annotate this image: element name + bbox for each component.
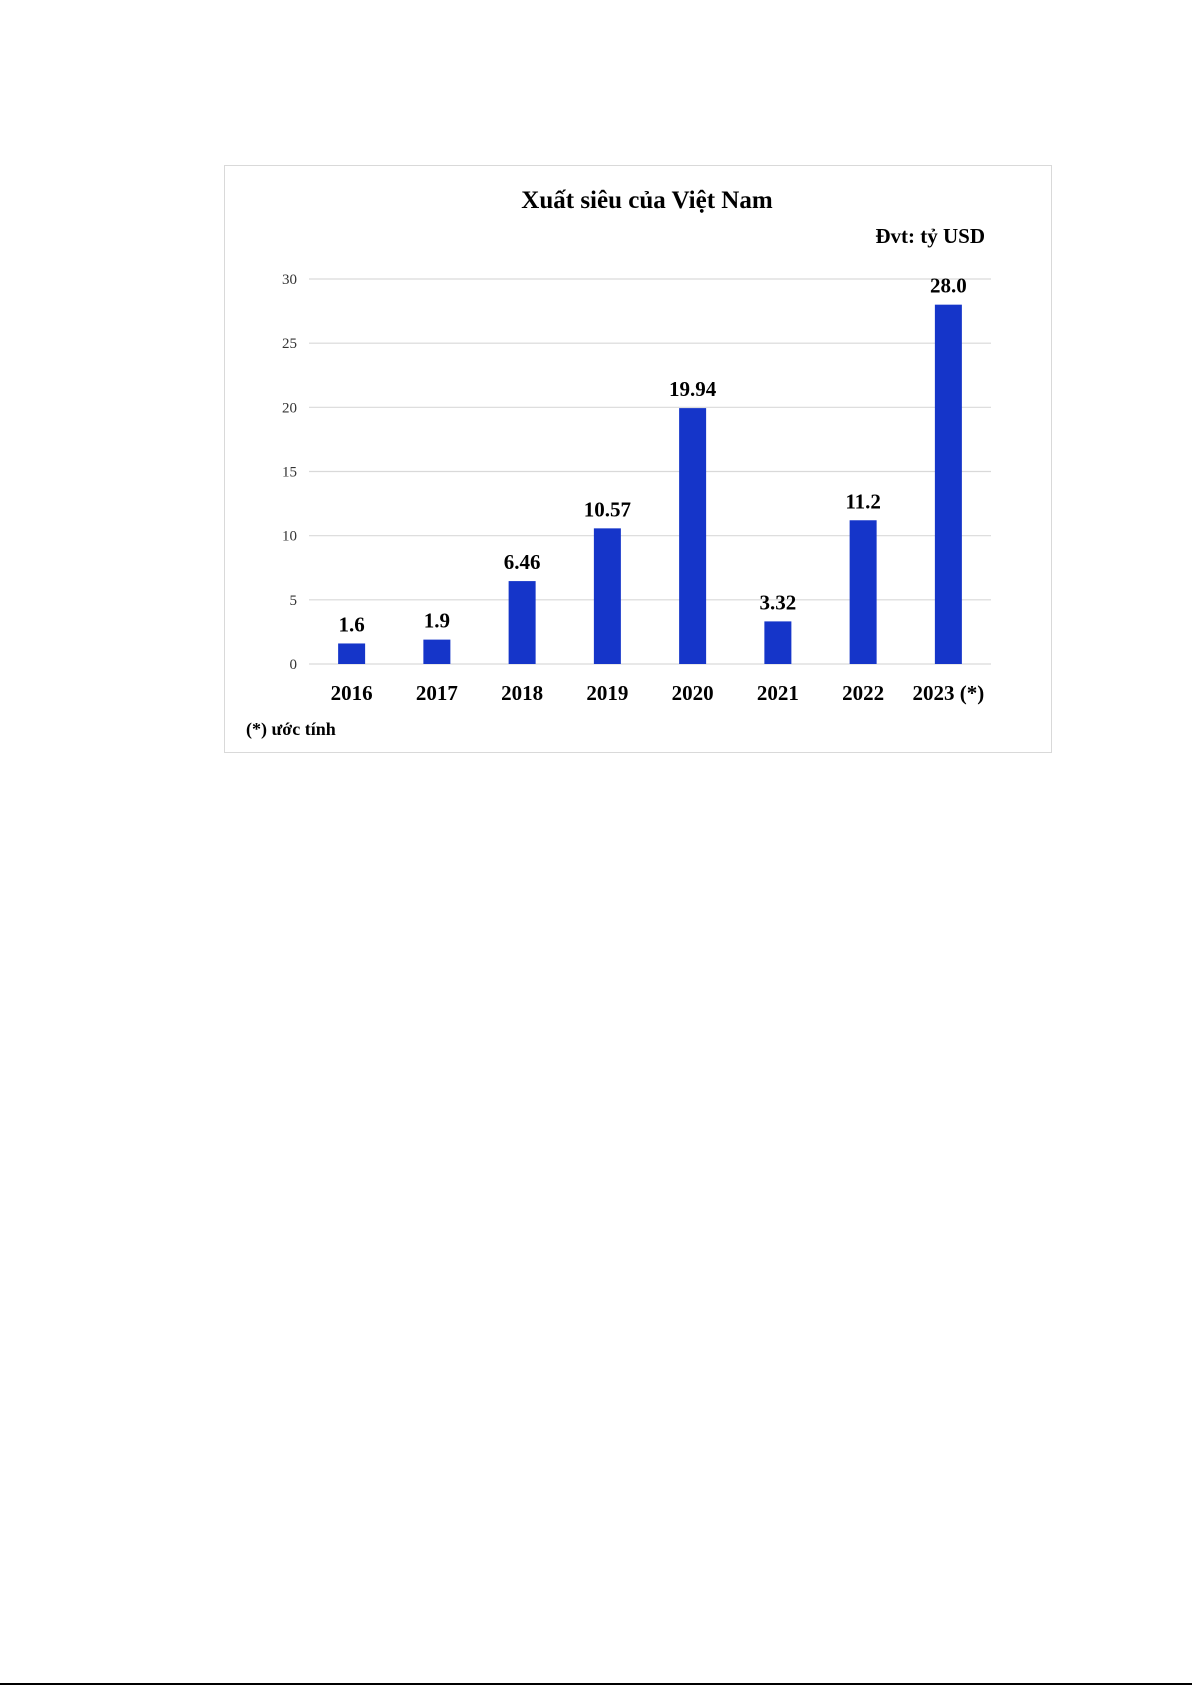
chart-title: Xuất siêu của Việt Nam <box>521 187 773 214</box>
data-label: 10.57 <box>584 497 631 521</box>
x-tick-label: 2021 <box>757 681 799 705</box>
bar-2018 <box>508 581 536 664</box>
bars <box>338 304 962 664</box>
bar-2017 <box>423 639 451 664</box>
footnote: (*) ước tính <box>246 719 336 740</box>
bar-2022 <box>849 520 877 664</box>
y-tick-label: 20 <box>282 400 297 416</box>
y-tick-label: 5 <box>290 593 298 609</box>
data-labels: 1.6 1.9 6.46 10.57 19.94 3.32 11.2 28.0 <box>339 274 967 637</box>
bar-2019 <box>593 528 621 664</box>
bar-2016 <box>338 643 366 664</box>
x-tick-label: 2023 (*) <box>913 681 985 705</box>
data-label: 28.0 <box>930 274 967 298</box>
data-label: 11.2 <box>845 489 881 513</box>
x-axis-ticks: 2016 2017 2018 2019 2020 2021 2022 2023 (*) <box>331 681 985 705</box>
data-label: 1.9 <box>424 609 450 633</box>
bar-2023 <box>934 304 962 664</box>
bar-2020 <box>679 408 707 664</box>
bar-chart: Xuất siêu của Việt Nam Đvt: tỷ USD 0 5 10 1… <box>246 187 991 740</box>
x-tick-label: 2020 <box>672 681 714 705</box>
bar-2021 <box>764 621 792 664</box>
data-label: 3.32 <box>760 590 797 614</box>
page-bottom-rule <box>0 1683 1192 1685</box>
y-tick-label: 10 <box>282 529 297 545</box>
y-tick-label: 30 <box>282 272 297 288</box>
y-tick-label: 0 <box>290 657 298 673</box>
data-label: 1.6 <box>339 612 365 636</box>
x-tick-label: 2019 <box>586 681 628 705</box>
y-axis-ticks: 0 5 10 15 20 25 30 <box>282 272 297 673</box>
x-tick-label: 2018 <box>501 681 543 705</box>
data-label: 6.46 <box>504 550 541 574</box>
y-tick-label: 25 <box>282 336 297 352</box>
chart-frame: Xuất siêu của Việt Nam Đvt: tỷ USD 0 5 10 1… <box>224 165 1052 753</box>
x-tick-label: 2017 <box>416 681 458 705</box>
unit-label: Đvt: tỷ USD <box>875 224 985 248</box>
y-tick-label: 15 <box>282 465 297 481</box>
x-tick-label: 2016 <box>331 681 373 705</box>
gridlines <box>309 278 991 665</box>
x-tick-label: 2022 <box>842 681 884 705</box>
data-label: 19.94 <box>669 377 717 401</box>
